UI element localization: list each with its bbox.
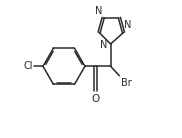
Text: Br: Br bbox=[121, 79, 132, 88]
Text: N: N bbox=[100, 40, 108, 50]
Text: Cl: Cl bbox=[23, 61, 33, 71]
Text: N: N bbox=[95, 6, 102, 16]
Text: O: O bbox=[92, 94, 100, 104]
Text: N: N bbox=[124, 20, 132, 30]
